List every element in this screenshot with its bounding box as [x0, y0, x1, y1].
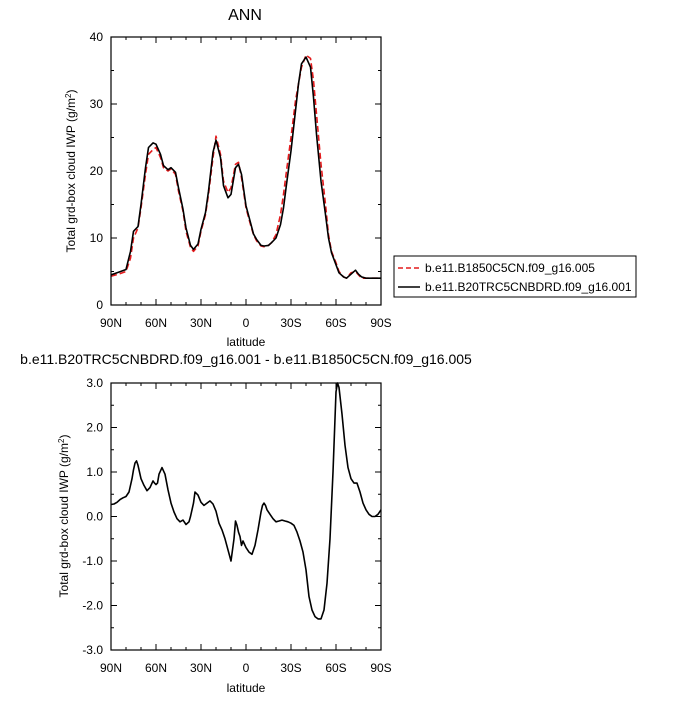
top-chart-title: ANN: [228, 7, 262, 24]
top-ytick-label: 0: [96, 298, 103, 312]
bottom-ytick-label: 3.0: [86, 376, 103, 390]
bottom-xtick-label: 60S: [325, 661, 346, 675]
top-ytick-label: 30: [90, 97, 104, 111]
bottom-y-axis-label: Total grd-box cloud IWP (g/m2): [57, 435, 71, 598]
bottom-ytick-label: -3.0: [82, 643, 103, 657]
top-x-axis-label: latitude: [227, 335, 266, 349]
bottom-xtick-label: 30N: [190, 661, 212, 675]
bottom-series-line-0: [110, 382, 382, 620]
top-axis-ticks: 90N 60N 30N 0 30S 60S 90S 0 10 20 30 40: [90, 30, 392, 330]
bottom-series-lines: [110, 382, 382, 620]
top-series-line-1: [110, 56, 381, 280]
bottom-ytick-label: 2.0: [86, 421, 103, 435]
top-y-axis-label: Total grd-box cloud IWP (g/m2): [64, 90, 78, 253]
bottom-xtick-label: 0: [243, 661, 250, 675]
legend: b.e11.B1850C5CN.f09_g16.005 b.e11.B20TRC…: [393, 255, 637, 298]
bottom-plot-frame: [110, 382, 382, 651]
top-series-line-0: [110, 54, 381, 280]
legend-box: [393, 255, 637, 298]
bottom-ytick-label: 1.0: [86, 465, 103, 479]
bottom-ytick-label: -1.0: [82, 554, 103, 568]
top-panel: ANN 90N 60N 30N 0 30S 60S 90S 0 10 20 30 40 latitud…: [64, 7, 637, 349]
top-ytick-label: 40: [90, 30, 104, 44]
top-xtick-label: 0: [243, 316, 250, 330]
legend-entry-b20trc: b.e11.B20TRC5CNBDRD.f09_g16.001: [398, 280, 632, 294]
top-series-lines: [110, 54, 381, 280]
top-xtick-label: 30S: [280, 316, 301, 330]
bottom-ytick-label: -2.0: [82, 599, 103, 613]
bottom-panel: b.e11.B20TRC5CNBDRD.f09_g16.001 - b.e11.…: [20, 351, 472, 695]
top-plot-frame: [110, 36, 382, 306]
bottom-ytick-label: 0.0: [86, 510, 103, 524]
top-xtick-label: 60N: [145, 316, 167, 330]
bottom-x-axis-label: latitude: [227, 681, 266, 695]
top-xtick-label: 60S: [325, 316, 346, 330]
legend-label-b20trc: b.e11.B20TRC5CNBDRD.f09_g16.001: [425, 280, 632, 294]
bottom-chart-title: b.e11.B20TRC5CNBDRD.f09_g16.001 - b.e11.…: [20, 351, 472, 367]
bottom-xtick-label: 90S: [370, 661, 391, 675]
bottom-xtick-label: 60N: [145, 661, 167, 675]
legend-label-b1850: b.e11.B1850C5CN.f09_g16.005: [425, 261, 595, 275]
top-xtick-label: 30N: [190, 316, 212, 330]
top-xtick-label: 90N: [100, 316, 122, 330]
top-ytick-label: 20: [90, 164, 104, 178]
top-xtick-label: 90S: [370, 316, 391, 330]
legend-entry-b1850: b.e11.B1850C5CN.f09_g16.005: [398, 261, 595, 275]
top-ytick-label: 10: [90, 231, 104, 245]
bottom-xtick-label: 30S: [280, 661, 301, 675]
bottom-xtick-label: 90N: [100, 661, 122, 675]
bottom-axis-ticks: 90N 60N 30N 0 30S 60S 90S -3.0 -2.0 -1.0 0.0 1.0 2.0…: [82, 376, 391, 675]
